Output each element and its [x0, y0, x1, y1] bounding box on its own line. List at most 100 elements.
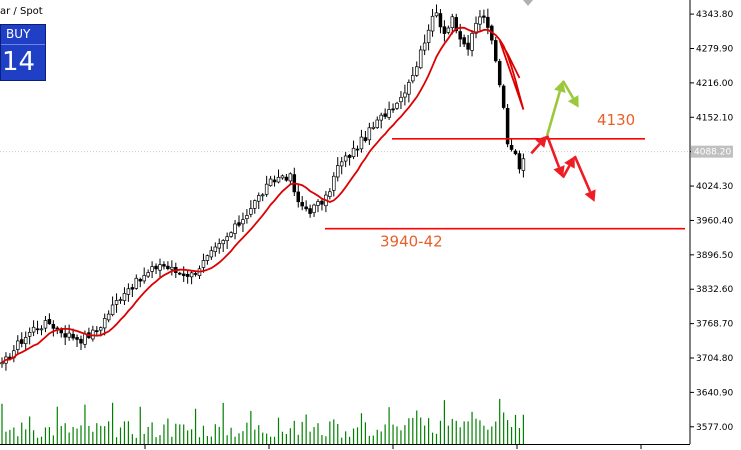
candle-body	[411, 75, 415, 82]
candle-body	[347, 154, 352, 158]
candle-body	[454, 17, 459, 32]
price-tick-label: 3768.70	[696, 320, 733, 330]
candle-body	[272, 179, 277, 183]
candle-body	[399, 97, 403, 103]
arrow-down-head	[553, 165, 565, 178]
candle-body	[193, 273, 198, 275]
arrow-up-shaft	[545, 90, 562, 136]
arrow-down-shaft	[561, 165, 571, 179]
candle-body	[300, 202, 304, 207]
candle-body	[138, 279, 143, 282]
candle-body	[146, 272, 150, 277]
price-tick-label: 3896.50	[696, 251, 733, 261]
candle-body	[363, 137, 368, 141]
candle-body	[509, 145, 514, 150]
candles	[0, 4, 526, 371]
candle-body	[320, 200, 324, 205]
candle-body	[466, 42, 470, 50]
price-axis: 4343.80 4279.90 4216.00 4152.10 4088.20 4024.…	[523, 0, 733, 433]
candle-body	[95, 330, 99, 333]
current-price-label: 4088.20	[694, 148, 731, 158]
candle-body	[517, 153, 522, 170]
candle-body	[114, 300, 119, 305]
price-tick-label: 3960.40	[696, 216, 733, 226]
candle-body	[142, 275, 146, 282]
candle-body	[130, 287, 135, 290]
candle-body	[225, 236, 229, 242]
candle-body	[209, 250, 214, 258]
arrow-down-head	[564, 156, 575, 169]
candle-body	[118, 299, 123, 301]
candle-body	[395, 102, 399, 109]
candle-body	[375, 119, 380, 128]
candle-body	[284, 176, 289, 181]
candle-body	[426, 29, 431, 43]
candle-body	[407, 82, 411, 95]
candle-body	[205, 255, 210, 261]
candle-body	[339, 161, 344, 167]
candle-body	[371, 126, 376, 129]
arrow-down-shaft	[530, 142, 541, 155]
candle-body	[178, 272, 182, 275]
candle-body	[166, 265, 170, 270]
candle-body	[458, 31, 462, 40]
candle-body	[276, 176, 281, 183]
forecast-arrows	[530, 80, 596, 202]
candle-body	[217, 243, 222, 249]
arrow-up-head	[554, 80, 566, 93]
candle-body	[430, 15, 435, 32]
candle-body	[63, 333, 67, 338]
price-tick-label: 4152.10	[696, 113, 733, 123]
candle-body	[201, 260, 206, 268]
candle-body	[359, 136, 364, 150]
candle-body	[233, 223, 237, 234]
candle-body	[422, 42, 427, 51]
candle-body	[415, 66, 419, 76]
candle-body	[450, 16, 455, 28]
candle-body	[83, 333, 87, 345]
candle-body	[470, 33, 474, 51]
moving-average-line	[1, 26, 525, 364]
candle-body	[438, 13, 443, 28]
candle-body	[71, 333, 75, 339]
buy-button[interactable]: BUY 14	[0, 24, 46, 81]
candle-body	[387, 109, 391, 118]
buy-price: 14	[2, 47, 36, 77]
arrow-down-head	[535, 135, 548, 148]
current-price-box	[691, 145, 733, 158]
candle-body	[185, 274, 190, 277]
price-tick-label: 4279.90	[696, 44, 733, 54]
candle-body	[181, 273, 186, 276]
candle-body	[189, 272, 194, 278]
candle-body	[249, 208, 253, 215]
candle-body	[264, 183, 269, 195]
candle-body	[296, 191, 301, 203]
grid	[0, 0, 691, 449]
symbol-title: ar / Spot	[0, 6, 43, 17]
candle-body	[268, 178, 273, 186]
candle-body	[253, 200, 257, 209]
candle-body	[98, 327, 103, 331]
candle-body	[154, 265, 158, 270]
volume-bars	[1, 398, 525, 444]
candle-body	[0, 362, 4, 365]
candle-body	[39, 328, 44, 331]
candle-body	[391, 108, 395, 111]
candle-body	[494, 40, 498, 62]
candle-body	[257, 195, 261, 202]
candle-body	[55, 327, 60, 330]
candle-body	[213, 246, 218, 253]
price-tick-label: 4216.00	[696, 79, 733, 89]
candle-body	[158, 264, 162, 271]
arrow-down-shaft	[573, 155, 592, 193]
candle-body	[67, 332, 71, 338]
candle-body	[260, 194, 265, 197]
candle-body	[75, 337, 79, 340]
candle-body	[170, 266, 174, 270]
candle-body	[106, 313, 111, 321]
candle-body	[51, 324, 56, 329]
candle-body	[27, 331, 32, 337]
candle-body	[336, 165, 340, 178]
candle-body	[47, 319, 52, 325]
price-tick-label: 4343.80	[696, 10, 733, 20]
